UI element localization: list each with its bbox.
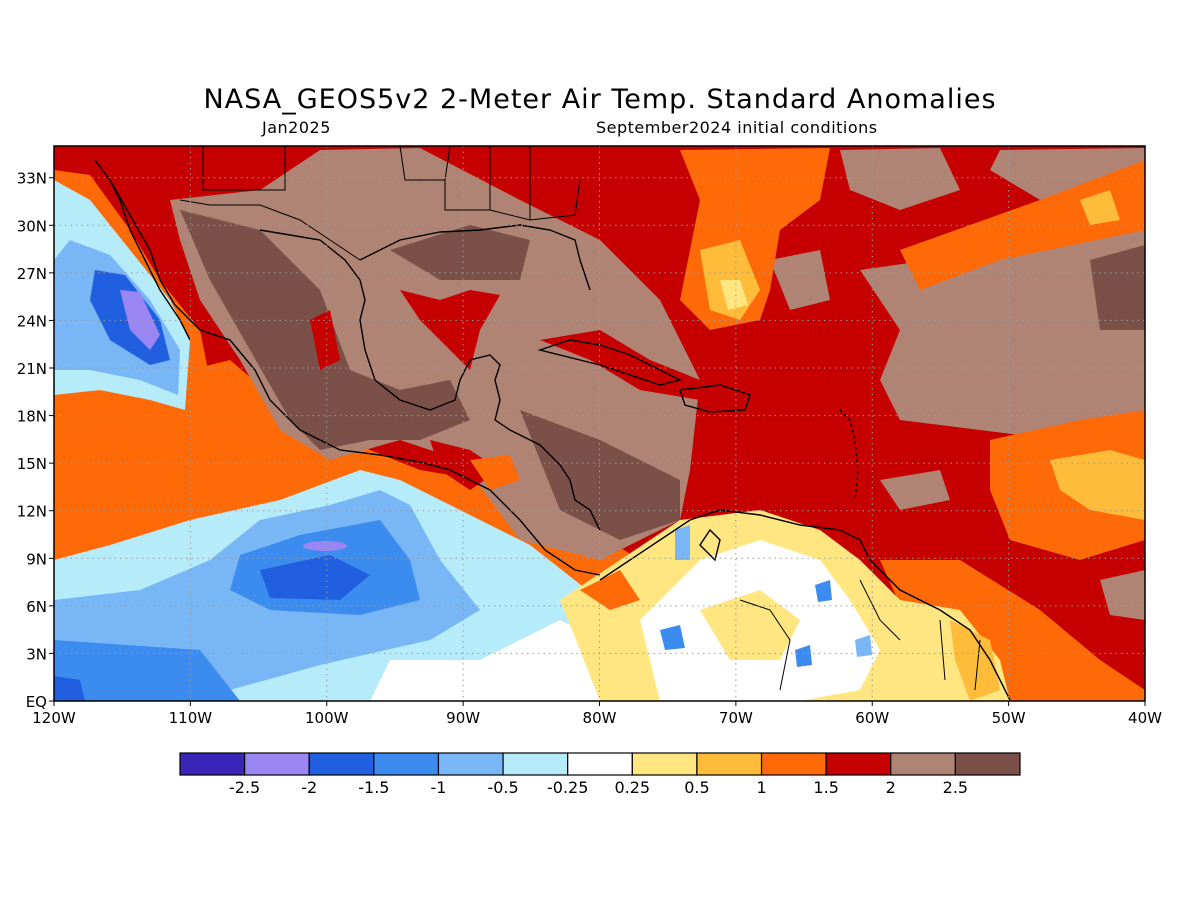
colorbar-label: 0.5 [684, 778, 709, 797]
coast-pacific-mexico [94, 159, 601, 576]
colorbar-label: 1.5 [813, 778, 838, 797]
lat-tick-label: 18N [17, 408, 47, 426]
border-us-states-2 [399, 145, 581, 221]
field-atl-brown-4 [770, 250, 830, 310]
lat-tick-label: 15N [17, 455, 47, 473]
border-samerica [739, 579, 981, 691]
colorbar-swatch [373, 752, 440, 776]
colorbar-swatch [890, 752, 956, 776]
colorbar-swatch [825, 752, 892, 776]
colorbar-label: -1.5 [358, 778, 389, 797]
coast-us-gulf [359, 224, 591, 291]
lon-tick-label: 100W [305, 709, 349, 727]
lon-tick-label: 90W [446, 709, 480, 727]
field-mx-red [310, 310, 340, 370]
lat-axis: EQ 3N 6N 9N 12N 15N 18N 21N 24N 27N 30N 33N [17, 170, 54, 711]
colorbar-label: 0.25 [614, 778, 650, 797]
colorbar-label: -0.25 [547, 778, 588, 797]
field-eq-neutral [370, 620, 640, 701]
field-pacific-deepcore [260, 555, 370, 600]
colorbar-swatch [567, 752, 633, 776]
field-cuba-red [540, 330, 700, 400]
coast-baja [109, 179, 191, 341]
colorbar-swatch [502, 752, 569, 776]
field-atl-dark [1090, 245, 1145, 330]
lat-tick-label: 21N [17, 360, 47, 378]
colorbar-swatch [308, 752, 375, 776]
field-baja-min [120, 290, 160, 350]
borders [179, 145, 981, 691]
lat-tick-label: 30N [17, 217, 47, 235]
valid-month-label: Jan2025 [262, 118, 331, 137]
lon-tick-label: 120W [32, 709, 76, 727]
lat-tick-label: 9N [26, 550, 47, 568]
field-central-dark [520, 410, 680, 540]
lat-tick-label: 6N [26, 598, 47, 616]
coast-antilles [839, 409, 859, 501]
lat-tick-label: 24N [17, 312, 47, 330]
map-title: NASA_GEOS5v2 2-Meter Air Temp. Standard … [203, 84, 997, 115]
colorbar-label: 2 [886, 778, 896, 797]
field-samerica-yellow-2 [700, 590, 800, 660]
colorbar-label: 1 [756, 778, 766, 797]
field-sa-blue-4 [855, 635, 872, 657]
colorbar-swatch [179, 752, 246, 776]
lon-tick-label: 110W [169, 709, 213, 727]
field-guiana-yellow [950, 620, 1000, 701]
field-sa-blue-3 [795, 645, 812, 667]
lon-tick-label: 70W [719, 709, 753, 727]
field-sa-blue-2 [815, 580, 832, 602]
colorbar-label: -0.5 [487, 778, 518, 797]
lat-tick-label: 27N [17, 265, 47, 283]
colorbar-swatch [760, 752, 827, 776]
gridlines [54, 146, 1145, 701]
lon-tick-label: 50W [992, 709, 1026, 727]
field-atl-yellow-3 [720, 280, 748, 310]
lon-tick-label: 40W [1128, 709, 1162, 727]
lon-tick-label: 80W [583, 709, 617, 727]
field-atl-brown-1 [840, 148, 960, 210]
colorbar: -2.5 -2 -1.5 -1 -0.5 -0.25 0.25 0.5 1 1.5 2 2.5 [179, 752, 1021, 797]
colorbar-swatch [954, 752, 1021, 776]
field-atl-brown-5 [880, 470, 950, 510]
init-conditions-label: September2024 initial conditions [596, 118, 878, 137]
border-us-mexico [179, 199, 361, 261]
field-yucatan-red [400, 290, 500, 370]
coast-hispaniola [679, 384, 751, 413]
coast-gulf [259, 229, 601, 531]
colorbar-label: -2 [301, 778, 317, 797]
anomaly-field [54, 146, 1145, 701]
field-south-blue [54, 640, 240, 701]
field-atl-brown-6 [1100, 570, 1145, 620]
field-south-deep [54, 676, 85, 701]
lat-tick-label: 33N [17, 170, 47, 188]
colorbar-label: 2.5 [943, 778, 968, 797]
colorbar-swatch [631, 752, 698, 776]
lat-tick-label: 3N [26, 645, 47, 663]
lat-tick-label: EQ [26, 693, 47, 711]
field-atl-yellow-4 [1080, 190, 1120, 225]
colorbar-swatch [696, 752, 763, 776]
field-atl-yellow-1 [1050, 450, 1145, 520]
field-colombia-orange [580, 570, 640, 610]
lon-tick-label: 60W [855, 709, 889, 727]
colorbar-swatch [437, 752, 504, 776]
field-sa-blue-5 [675, 525, 690, 560]
field-honduras-orange [470, 455, 520, 490]
colorbar-label: -1 [430, 778, 446, 797]
lat-tick-label: 12N [17, 503, 47, 521]
coast-maracaibo [699, 528, 721, 562]
coast-cuba [537, 339, 683, 386]
field-sa-blue-1 [660, 625, 685, 650]
colorbar-swatch [244, 752, 310, 776]
colorbar-label: -2.5 [229, 778, 260, 797]
field-gulf-dark [390, 225, 530, 280]
border-us-states-1 [202, 146, 286, 191]
field-pacific-min [303, 541, 347, 551]
lon-axis: 120W 110W 100W 90W 80W 70W 60W 50W 40W [32, 701, 1162, 727]
